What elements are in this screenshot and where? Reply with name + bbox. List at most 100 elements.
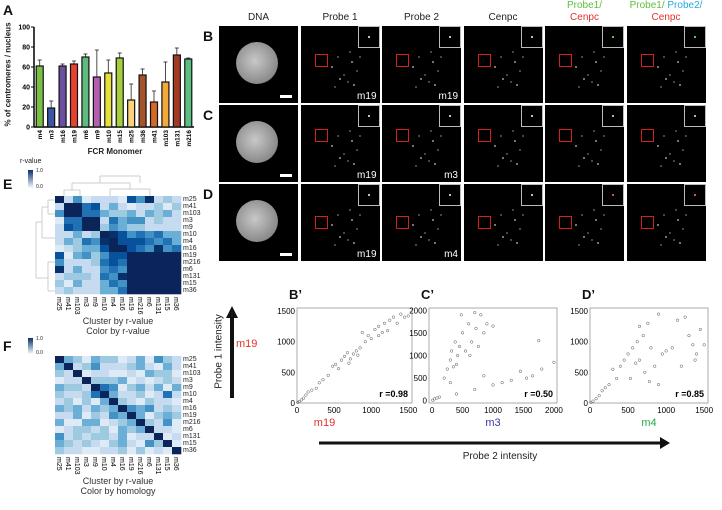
scatter-point — [380, 330, 384, 335]
signal-dot — [672, 239, 675, 241]
heatmap-f-cell — [82, 405, 92, 413]
heatmap-f-cell — [91, 405, 101, 413]
heatmap-row-label: m41 — [183, 203, 197, 210]
heatmap-f-cell — [127, 398, 137, 406]
signal-dot — [415, 86, 417, 88]
signal-dot — [330, 224, 333, 226]
heatmap-f-cell — [172, 356, 182, 364]
channel-image: m4 — [382, 184, 461, 261]
heatmap-e-cell — [136, 210, 146, 218]
heatmap-f-cell — [136, 447, 146, 455]
heatmap-e-cell — [136, 280, 146, 288]
heatmap-f-cell — [55, 356, 65, 364]
heatmap-col-label: m10 — [100, 297, 107, 311]
signal-dot — [333, 244, 336, 246]
heatmap-e-cell — [82, 196, 92, 204]
bar-m3 — [47, 107, 56, 128]
heatmap-f-cell — [127, 440, 137, 448]
signal-dot — [430, 209, 432, 211]
signal-dot — [662, 56, 665, 58]
signal-dot — [440, 214, 442, 216]
scatter-point — [445, 367, 449, 371]
heatmap-e-cell — [172, 259, 182, 267]
scatter-y-tick-label: 1500 — [570, 307, 588, 316]
signal-dot — [656, 145, 659, 147]
heatmap-row-label: m10 — [183, 391, 197, 398]
dna-image — [219, 105, 298, 182]
heatmap-col-label: m10 — [100, 457, 107, 471]
signal-dot — [350, 219, 353, 221]
heatmap-f-cell — [172, 370, 182, 378]
heatmap-row-label: m3 — [183, 217, 193, 224]
signal-dot — [415, 244, 417, 246]
heatmap-row-label: m25 — [183, 356, 197, 363]
heatmap-f-cell — [154, 426, 164, 434]
signal-dot — [597, 242, 599, 244]
heatmap-e-cell — [172, 273, 182, 281]
signal-dot — [511, 130, 514, 132]
heatmap-f-cell — [82, 398, 92, 406]
signal-dot — [432, 219, 434, 221]
heatmap-f-cell — [154, 412, 164, 420]
scatter-point — [451, 365, 455, 369]
heatmap-row-label: m16 — [183, 405, 197, 412]
heatmap-col-label: m6 — [145, 457, 152, 467]
heatmap-e-cell — [136, 266, 146, 274]
heatmap-col-label: m9 — [91, 297, 98, 307]
zoom-region-box — [640, 216, 654, 229]
column-title: Probe1/Cenpc — [545, 0, 624, 24]
scatter-y-tick-label: 1000 — [277, 338, 295, 347]
heatmap-f-cell — [136, 391, 146, 399]
scatter-point — [356, 353, 360, 357]
signal-dot — [676, 140, 679, 142]
scatter-point — [518, 369, 522, 373]
heatmap-e-cell — [91, 210, 101, 218]
colorbar-max: 1.0 — [36, 336, 43, 342]
column-title-line2: Probe 2 — [403, 12, 440, 23]
heatmap-f-cell — [82, 412, 92, 420]
heatmap-e-cell — [154, 231, 164, 239]
colorbar — [28, 338, 33, 354]
signal-dot — [578, 244, 580, 246]
heatmap-f-cell — [118, 356, 128, 364]
heatmap-f-cell — [127, 356, 137, 364]
heatmap-f-cell — [91, 412, 101, 420]
heatmap-f-cell — [73, 433, 83, 441]
bar-m131 — [172, 54, 181, 128]
signal-dot — [338, 78, 341, 80]
heatmap-e-cell — [154, 252, 164, 260]
heatmap-row-label: m16 — [183, 245, 197, 252]
scatter-x-tick-label: 1500 — [695, 406, 713, 415]
heatmap-e-cell — [172, 280, 182, 288]
heatmap-e-cell — [154, 273, 164, 281]
dna-image — [219, 26, 298, 103]
heatmap-e-cell — [91, 245, 101, 253]
scatter-frame — [428, 307, 558, 404]
signal-dot — [513, 219, 516, 221]
scatter-point — [656, 312, 661, 316]
heatmap-row-label: m15 — [183, 440, 197, 447]
heatmap-e-cell — [118, 259, 128, 267]
scatter-x-tick-label: 0 — [430, 406, 435, 415]
heatmap-f-cell — [118, 447, 128, 455]
heatmap-e-cell — [172, 196, 182, 204]
heatmap-f-cell — [64, 370, 74, 378]
scatter-point — [354, 349, 358, 353]
scatter-y-tick-label: 0 — [291, 399, 296, 408]
scatter-point — [675, 318, 680, 322]
scatter-panel-label: B’ — [289, 287, 302, 302]
heatmap-e-cell — [64, 203, 74, 211]
colorbar — [28, 170, 33, 188]
heatmap-e-cell — [73, 210, 83, 218]
signal-dot — [350, 61, 353, 63]
heatmap-e-cell — [55, 224, 65, 232]
heatmap-e-cell — [136, 252, 146, 260]
column-title: Probe 1 — [301, 0, 380, 24]
heatmap-e-cell — [127, 287, 137, 295]
heatmap-e-cell — [163, 217, 173, 225]
scatter-point — [626, 352, 630, 356]
heatmap-f-cell — [91, 398, 101, 406]
zoom-region-box — [314, 54, 328, 67]
heatmap-f-cell — [163, 377, 173, 385]
scatter-point — [360, 330, 364, 335]
